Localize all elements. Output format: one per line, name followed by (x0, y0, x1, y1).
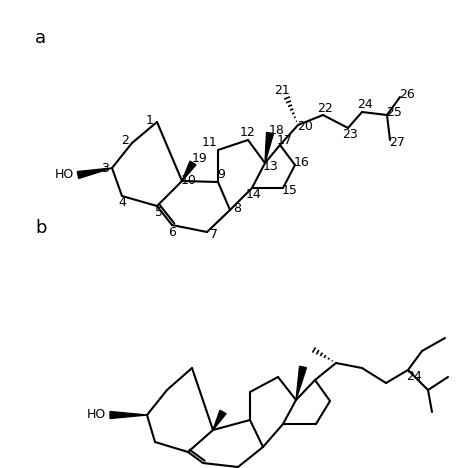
Text: 22: 22 (317, 102, 333, 115)
Text: 24: 24 (357, 98, 373, 111)
Text: 9: 9 (217, 168, 225, 182)
Polygon shape (296, 366, 306, 400)
Text: 4: 4 (118, 197, 126, 210)
Polygon shape (265, 132, 273, 163)
Text: 25: 25 (386, 105, 402, 118)
Text: 18: 18 (269, 124, 285, 137)
Text: 1: 1 (146, 114, 154, 126)
Text: 24: 24 (406, 371, 422, 383)
Text: 23: 23 (342, 129, 358, 141)
Text: 2: 2 (121, 134, 129, 147)
Text: 21: 21 (274, 85, 290, 97)
Text: 26: 26 (399, 88, 415, 101)
Text: HO: HO (87, 409, 106, 422)
Text: 19: 19 (192, 153, 208, 166)
Polygon shape (182, 161, 196, 181)
Text: 12: 12 (240, 126, 256, 139)
Text: 20: 20 (297, 120, 313, 133)
Text: 27: 27 (389, 136, 405, 148)
Text: 6: 6 (168, 226, 176, 239)
Text: 13: 13 (263, 161, 279, 174)
Text: 17: 17 (277, 133, 293, 146)
Polygon shape (77, 168, 112, 178)
Polygon shape (213, 410, 226, 430)
Text: 3: 3 (101, 161, 109, 175)
Text: 7: 7 (210, 227, 218, 241)
Text: a: a (35, 29, 46, 47)
Text: 16: 16 (294, 156, 310, 169)
Text: b: b (35, 219, 46, 237)
Polygon shape (110, 411, 147, 418)
Text: 14: 14 (246, 189, 262, 202)
Text: 15: 15 (282, 183, 298, 197)
Text: 11: 11 (202, 137, 218, 149)
Text: 5: 5 (155, 206, 163, 219)
Text: HO: HO (55, 168, 74, 182)
Text: 8: 8 (233, 202, 241, 214)
Text: 10: 10 (181, 175, 197, 188)
